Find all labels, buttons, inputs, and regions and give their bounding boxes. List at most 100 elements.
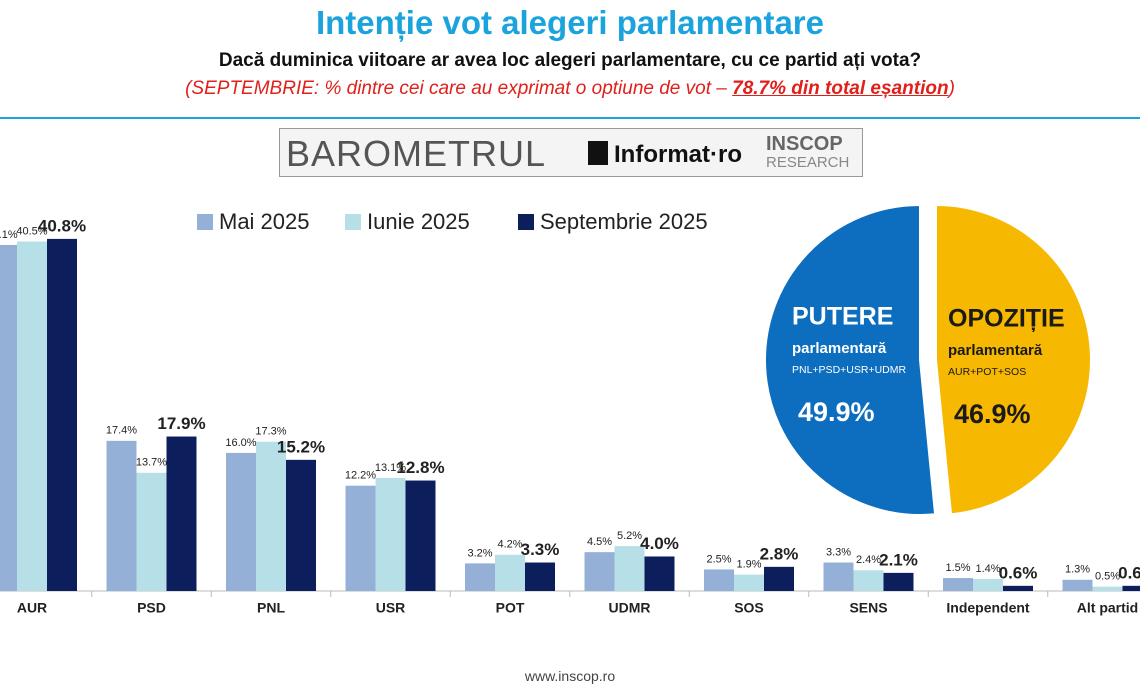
- bar: [17, 241, 47, 592]
- slice-name: PUTERE: [792, 303, 893, 331]
- slice-name: OPOZIȚIE: [948, 305, 1065, 333]
- value-label: 12.2%: [345, 470, 376, 482]
- value-label: 40.5%: [16, 225, 47, 237]
- legend-label: Mai 2025: [219, 209, 310, 234]
- subtitle: Dacă duminica viitoare ar avea loc alege…: [218, 50, 922, 71]
- pie-slice: [935, 203, 1092, 516]
- divider: [0, 117, 1140, 119]
- value-label: 3.3%: [521, 540, 560, 559]
- bar: [764, 566, 794, 591]
- value-label: 13.1%: [375, 462, 406, 474]
- x-tick-label: PSD: [137, 600, 166, 616]
- note-start: (SEPTEMBRIE: % dintre cei care au exprim…: [185, 78, 733, 99]
- value-label: 16.0%: [225, 437, 256, 449]
- bar: [883, 572, 914, 591]
- value-label: 3.2%: [467, 547, 492, 559]
- bar: [1062, 579, 1093, 591]
- value-label: 0.6%: [1118, 563, 1140, 582]
- value-label: 4.5%: [587, 536, 612, 548]
- bar: [704, 569, 734, 591]
- bar: [226, 452, 256, 591]
- value-label: 1.3%: [1065, 564, 1090, 576]
- value-label: 40.1%: [0, 229, 18, 241]
- value-label: 2.5%: [706, 553, 731, 565]
- value-label: 0.6%: [999, 563, 1038, 582]
- legend-swatch: [518, 214, 534, 230]
- value-label: 2.8%: [760, 544, 799, 563]
- value-label: 17.3%: [255, 426, 286, 438]
- value-label: 40.8%: [38, 216, 86, 235]
- x-tick-label: Independent: [946, 600, 1030, 616]
- bar: [136, 472, 167, 591]
- bar: [1092, 586, 1123, 591]
- logo-barometer: BAROMETRUL: [286, 133, 547, 174]
- bar: [256, 441, 286, 591]
- x-tick-label: SENS: [849, 600, 887, 616]
- slice-detail: PNL+PSD+USR+UDMR: [792, 364, 906, 376]
- title: Intenție vot alegeri parlamentare: [315, 4, 824, 41]
- bar: [1122, 585, 1140, 591]
- x-tick-label: AUR: [17, 600, 47, 616]
- bar: [973, 578, 1003, 591]
- note-highlight: 78.7% din total eșantion: [732, 78, 949, 99]
- bar: [943, 578, 973, 591]
- value-label: 15.2%: [277, 437, 325, 456]
- legend-swatch: [197, 214, 213, 230]
- logo-informat: Informat·ro: [588, 141, 742, 169]
- x-tick-label: SOS: [734, 600, 764, 616]
- slice-subtitle: parlamentară: [948, 342, 1043, 359]
- bar: [375, 477, 406, 591]
- legend-label: Iunie 2025: [367, 209, 470, 234]
- slice-value: 46.9%: [954, 399, 1031, 429]
- value-label: 17.9%: [157, 414, 205, 433]
- value-label: 1.4%: [975, 563, 1000, 575]
- note: (SEPTEMBRIE: % dintre cei care au exprim…: [0, 78, 1140, 100]
- legend-swatch: [345, 214, 361, 230]
- slice-subtitle: parlamentară: [792, 340, 887, 357]
- bar: [0, 244, 17, 591]
- bar: [465, 563, 495, 591]
- bar: [286, 459, 316, 591]
- x-tick-label: USR: [376, 600, 406, 616]
- footer: www.inscop.ro: [524, 668, 616, 684]
- slice-detail: AUR+POT+SOS: [948, 366, 1026, 378]
- value-label: 3.3%: [826, 546, 851, 558]
- value-label: 17.4%: [106, 425, 137, 437]
- value-label: 4.0%: [640, 534, 679, 553]
- bar: [584, 552, 615, 591]
- bar: [166, 436, 197, 591]
- bar: [1003, 585, 1033, 591]
- bar: [345, 485, 376, 591]
- value-label: 5.2%: [617, 530, 642, 542]
- value-label: 0.5%: [1095, 571, 1120, 583]
- value-label: 4.2%: [497, 539, 522, 551]
- note-end: ): [948, 78, 955, 99]
- bar: [823, 562, 854, 591]
- bar: [405, 480, 436, 591]
- slice-value: 49.9%: [798, 397, 875, 427]
- bar: [734, 574, 764, 591]
- value-label: 2.4%: [856, 554, 881, 566]
- logo-research: RESEARCH: [766, 154, 850, 171]
- x-tick-label: Alt partid: [1077, 600, 1138, 616]
- pie-slice: [764, 203, 937, 516]
- value-label: 2.1%: [879, 550, 918, 569]
- bar: [47, 238, 77, 591]
- value-label: 1.9%: [736, 559, 761, 571]
- bar: [614, 546, 645, 591]
- bar: [853, 570, 884, 591]
- bar: [525, 562, 555, 591]
- logo-inscop: INSCOP: [766, 133, 843, 155]
- bar: [495, 554, 525, 591]
- x-tick-label: UDMR: [609, 600, 651, 616]
- bar: [644, 556, 675, 591]
- legend-label: Septembrie 2025: [540, 209, 708, 234]
- bar: [106, 440, 137, 591]
- x-tick-label: POT: [496, 600, 525, 616]
- value-label: 1.5%: [945, 562, 970, 574]
- value-label: 13.7%: [136, 457, 167, 469]
- x-tick-label: PNL: [257, 600, 285, 616]
- value-label: 12.8%: [396, 458, 444, 477]
